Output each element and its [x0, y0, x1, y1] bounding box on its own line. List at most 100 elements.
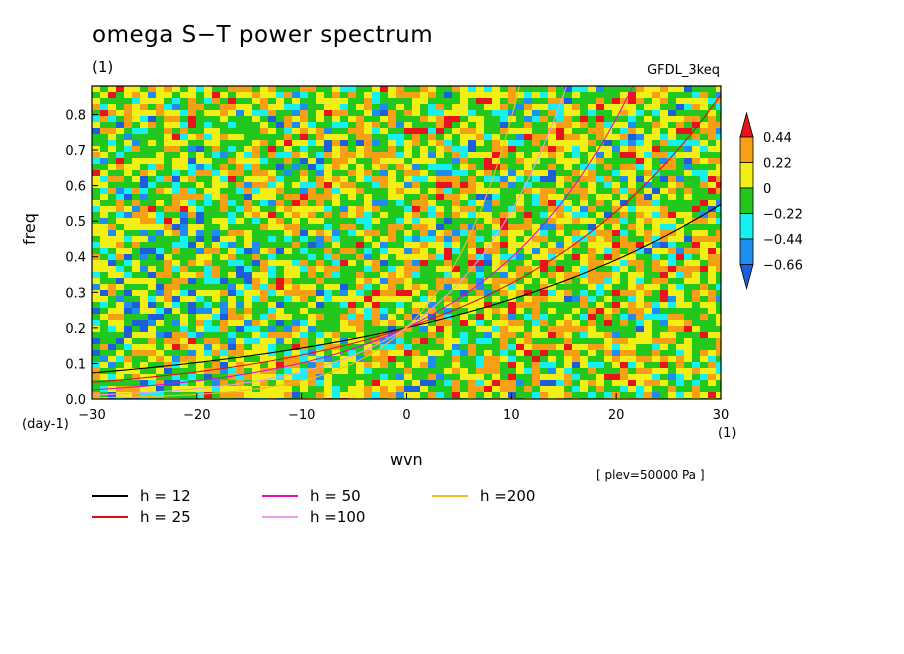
field-cell [116, 326, 125, 333]
field-cell [164, 314, 173, 321]
field-cell [124, 158, 133, 165]
field-cell [428, 92, 437, 99]
field-cell [692, 182, 701, 189]
field-cell [676, 218, 685, 225]
field-cell [388, 380, 397, 387]
field-cell [308, 98, 317, 105]
field-cell [436, 320, 445, 327]
field-cell [316, 386, 325, 393]
field-cell [236, 386, 245, 393]
field-cell [612, 146, 621, 153]
field-cell [452, 152, 461, 159]
field-cell [308, 392, 317, 399]
field-cell [188, 194, 197, 201]
field-cell [676, 194, 685, 201]
field-cell [388, 242, 397, 249]
field-cell [420, 374, 429, 381]
field-cell [604, 302, 613, 309]
field-cell [300, 218, 309, 225]
field-cell [452, 374, 461, 381]
field-cell [436, 236, 445, 243]
field-cell [228, 380, 237, 387]
field-cell [612, 356, 621, 363]
field-cell [652, 164, 661, 171]
field-cell [652, 302, 661, 309]
field-cell [340, 290, 349, 297]
field-cell [364, 278, 373, 285]
field-cell [500, 164, 509, 171]
field-cell [380, 266, 389, 273]
field-cell [524, 128, 533, 135]
field-cell [108, 110, 117, 117]
field-cell [628, 374, 637, 381]
field-cell [612, 338, 621, 345]
field-cell [484, 302, 493, 309]
field-cell [580, 392, 589, 399]
field-cell [156, 170, 165, 177]
field-cell [284, 374, 293, 381]
field-cell [708, 248, 717, 255]
field-cell [196, 104, 205, 111]
field-cell [572, 272, 581, 279]
field-cell [148, 260, 157, 267]
field-cell [236, 236, 245, 243]
field-cell [540, 368, 549, 375]
field-cell [124, 140, 133, 147]
field-cell [260, 320, 269, 327]
field-cell [276, 146, 285, 153]
field-cell [708, 290, 717, 297]
field-cell [564, 248, 573, 255]
field-cell [492, 146, 501, 153]
field-cell [700, 98, 709, 105]
field-cell [580, 374, 589, 381]
legend-label: h =200 [480, 487, 536, 505]
field-cell [340, 278, 349, 285]
field-cell [436, 224, 445, 231]
field-cell [508, 134, 517, 141]
field-cell [564, 326, 573, 333]
field-cell [228, 200, 237, 207]
field-cell [396, 188, 405, 195]
field-cell [484, 248, 493, 255]
field-cell [436, 302, 445, 309]
field-cell [532, 242, 541, 249]
field-cell [180, 272, 189, 279]
field-cell [244, 224, 253, 231]
field-cell [476, 344, 485, 351]
field-cell [444, 128, 453, 135]
field-cell [700, 128, 709, 135]
field-cell [260, 314, 269, 321]
field-cell [716, 200, 721, 207]
field-cell [444, 296, 453, 303]
field-cell [236, 218, 245, 225]
field-cell [692, 134, 701, 141]
field-cell [204, 188, 213, 195]
field-cell [444, 308, 453, 315]
field-cell [228, 188, 237, 195]
field-cell [652, 116, 661, 123]
field-cell [580, 320, 589, 327]
field-cell [300, 224, 309, 231]
field-cell [556, 326, 565, 333]
field-cell [492, 320, 501, 327]
field-cell [284, 188, 293, 195]
field-cell [388, 296, 397, 303]
field-cell [100, 224, 109, 231]
field-cell [676, 290, 685, 297]
field-cell [108, 386, 117, 393]
field-cell [436, 188, 445, 195]
field-cell [276, 98, 285, 105]
field-cell [300, 302, 309, 309]
field-cell [684, 92, 693, 99]
field-cell [620, 356, 629, 363]
field-cell [532, 86, 541, 93]
field-cell [604, 98, 613, 105]
field-cell [284, 134, 293, 141]
field-cell [372, 248, 381, 255]
field-cell [108, 92, 117, 99]
field-cell [628, 362, 637, 369]
field-cell [524, 230, 533, 237]
field-cell [716, 152, 721, 159]
field-cell [100, 392, 109, 399]
field-cell [100, 368, 109, 375]
